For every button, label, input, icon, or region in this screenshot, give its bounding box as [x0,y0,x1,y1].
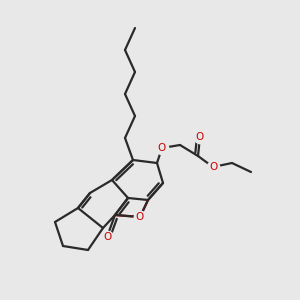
Text: O: O [158,143,166,153]
Text: O: O [209,162,217,172]
Text: O: O [196,132,204,142]
Text: O: O [103,232,111,242]
Text: O: O [136,212,144,222]
